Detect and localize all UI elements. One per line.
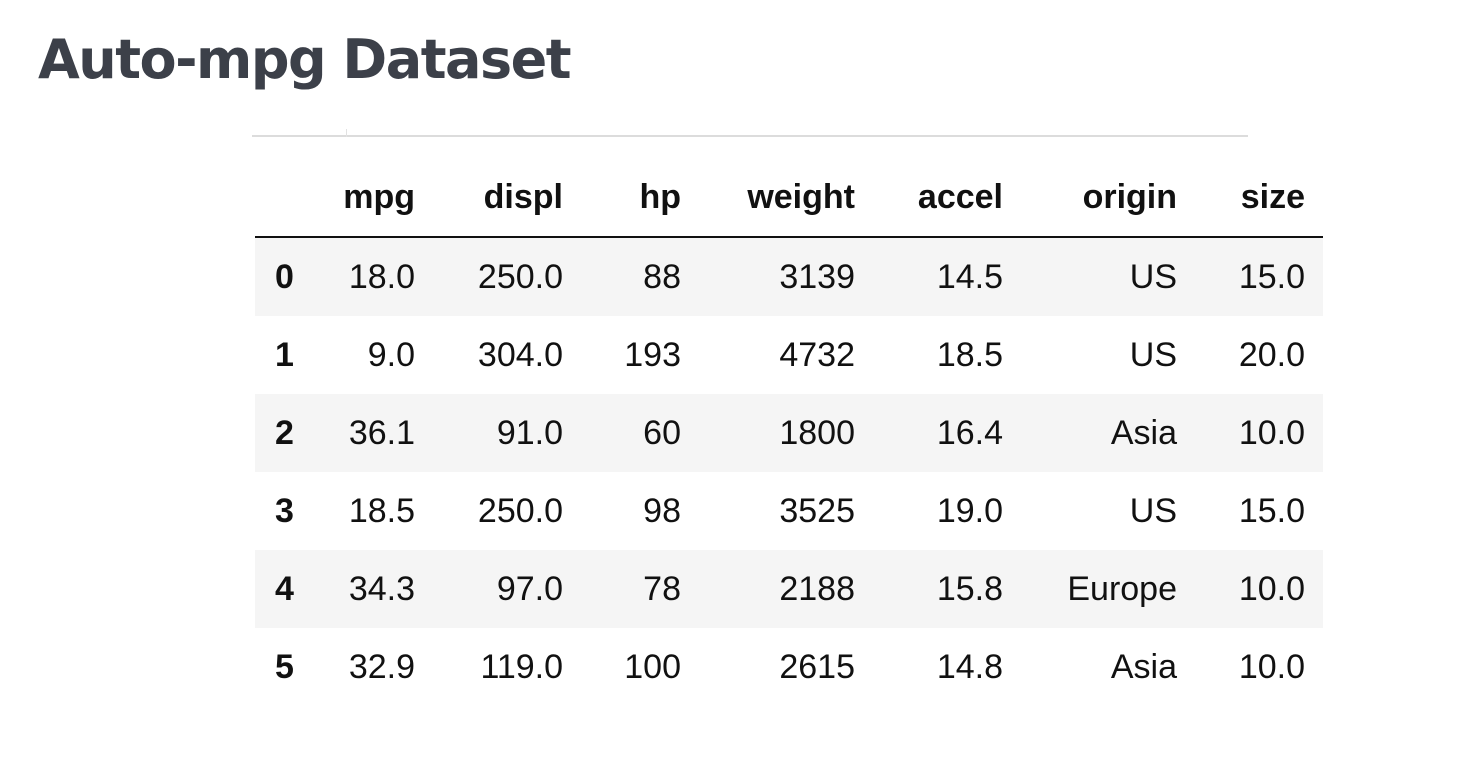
table-row: 4 34.3 97.0 78 2188 15.8 Europe 10.0 bbox=[255, 550, 1323, 628]
cell-hp: 78 bbox=[643, 569, 681, 608]
cell-weight: 1800 bbox=[779, 413, 855, 452]
row-index: 5 bbox=[275, 647, 294, 686]
cell-hp: 100 bbox=[624, 647, 681, 686]
dataframe-table: mpg displ hp weight accel origin size 0 … bbox=[255, 158, 1323, 706]
cell-hp: 88 bbox=[643, 257, 681, 296]
cell-origin: Europe bbox=[1067, 569, 1177, 608]
row-index: 0 bbox=[275, 257, 294, 296]
cell-size: 10.0 bbox=[1238, 569, 1305, 608]
column-header-displ: displ bbox=[433, 158, 581, 238]
cell-origin: US bbox=[1129, 335, 1177, 374]
row-index: 3 bbox=[275, 491, 294, 530]
table-row: 3 18.5 250.0 98 3525 19.0 US 15.0 bbox=[255, 472, 1323, 550]
column-header-accel: accel bbox=[873, 158, 1021, 238]
table-row: 0 18.0 250.0 88 3139 14.5 US 15.0 bbox=[255, 237, 1323, 316]
cell-origin: US bbox=[1129, 491, 1177, 530]
cell-weight: 4732 bbox=[779, 335, 855, 374]
cell-size: 20.0 bbox=[1238, 335, 1305, 374]
cell-displ: 97.0 bbox=[496, 569, 563, 608]
cell-size: 10.0 bbox=[1238, 647, 1305, 686]
column-header-hp: hp bbox=[581, 158, 699, 238]
output-border-tick bbox=[346, 129, 347, 137]
cell-displ: 119.0 bbox=[480, 647, 563, 686]
row-index: 1 bbox=[275, 335, 294, 374]
cell-displ: 250.0 bbox=[477, 491, 563, 530]
cell-size: 15.0 bbox=[1238, 491, 1305, 530]
header-row: mpg displ hp weight accel origin size bbox=[255, 158, 1323, 238]
index-header bbox=[255, 158, 333, 238]
cell-accel: 15.8 bbox=[936, 569, 1003, 608]
cell-accel: 16.4 bbox=[936, 413, 1003, 452]
row-index: 2 bbox=[275, 413, 294, 452]
cell-displ: 91.0 bbox=[496, 413, 563, 452]
column-header-size: size bbox=[1195, 158, 1323, 238]
cell-mpg: 34.3 bbox=[348, 569, 415, 608]
cell-weight: 2188 bbox=[779, 569, 855, 608]
table-row: 1 9.0 304.0 193 4732 18.5 US 20.0 bbox=[255, 316, 1323, 394]
cell-accel: 14.8 bbox=[936, 647, 1003, 686]
cell-hp: 193 bbox=[624, 335, 681, 374]
cell-accel: 14.5 bbox=[936, 257, 1003, 296]
column-header-mpg: mpg bbox=[333, 158, 433, 238]
cell-size: 10.0 bbox=[1238, 413, 1305, 452]
table-row: 2 36.1 91.0 60 1800 16.4 Asia 10.0 bbox=[255, 394, 1323, 472]
column-header-origin: origin bbox=[1021, 158, 1195, 238]
cell-weight: 3139 bbox=[779, 257, 855, 296]
cell-mpg: 18.0 bbox=[348, 257, 415, 296]
cell-mpg: 32.9 bbox=[348, 647, 415, 686]
page-title: Auto-mpg Dataset bbox=[38, 28, 572, 91]
cell-hp: 98 bbox=[643, 491, 681, 530]
cell-size: 15.0 bbox=[1238, 257, 1305, 296]
cell-accel: 19.0 bbox=[936, 491, 1003, 530]
output-top-border bbox=[252, 135, 1248, 137]
cell-mpg: 9.0 bbox=[367, 335, 415, 374]
cell-weight: 2615 bbox=[779, 647, 855, 686]
table-row: 5 32.9 119.0 100 2615 14.8 Asia 10.0 bbox=[255, 628, 1323, 706]
cell-origin: US bbox=[1129, 257, 1177, 296]
cell-displ: 250.0 bbox=[477, 257, 563, 296]
cell-accel: 18.5 bbox=[936, 335, 1003, 374]
column-header-weight: weight bbox=[699, 158, 873, 238]
cell-displ: 304.0 bbox=[477, 335, 563, 374]
cell-hp: 60 bbox=[643, 413, 681, 452]
cell-mpg: 18.5 bbox=[348, 491, 415, 530]
cell-weight: 3525 bbox=[779, 491, 855, 530]
cell-mpg: 36.1 bbox=[348, 413, 415, 452]
cell-origin: Asia bbox=[1110, 413, 1177, 452]
cell-origin: Asia bbox=[1110, 647, 1177, 686]
row-index: 4 bbox=[275, 569, 294, 608]
